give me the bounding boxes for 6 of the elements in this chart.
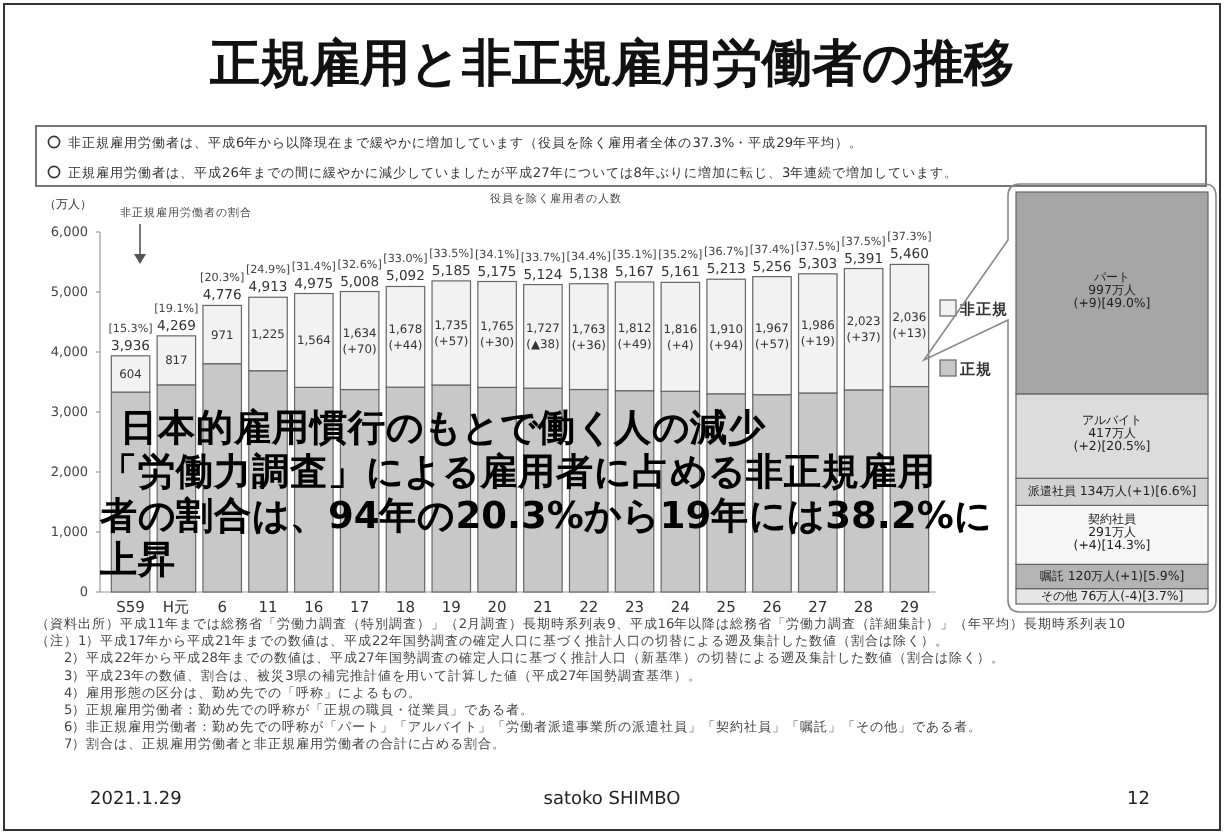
annotation: 「労働力調査」による雇用者に占める非正規雇用者の割合は、94年の20.3%から19年には38.2%に上昇 bbox=[98, 450, 992, 582]
chart-title: 正規雇用と非正規雇用労働者の推移 bbox=[208, 34, 1014, 92]
text: 2021.1.29 bbox=[90, 790, 183, 810]
text: 12 bbox=[1127, 790, 1150, 810]
text: satoko SHIMBO bbox=[543, 790, 681, 810]
annotation: 日本的雇用慣行のもとで働く人の減少 bbox=[120, 406, 768, 450]
